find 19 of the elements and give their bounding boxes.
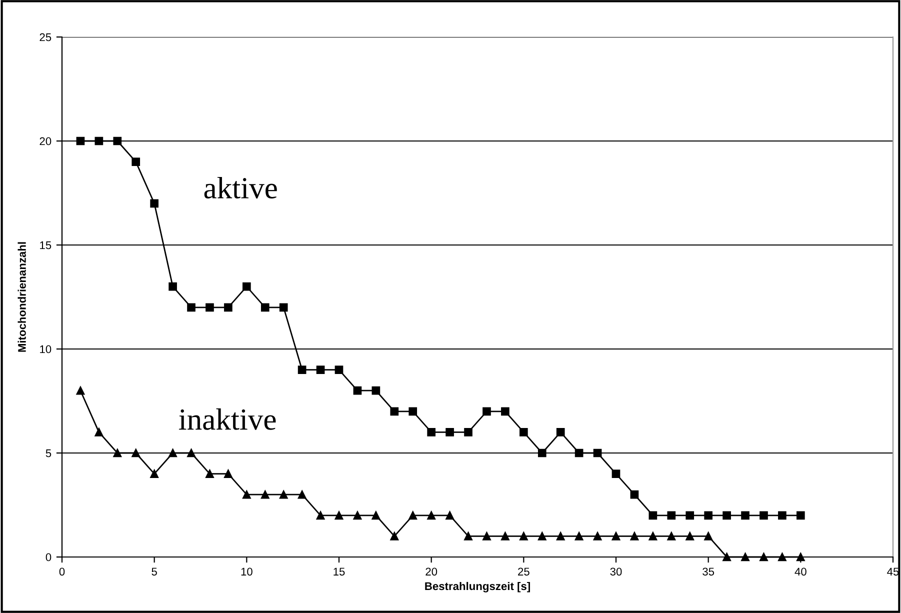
y-tick-label: 25 — [40, 33, 52, 42]
series-label: inaktive — [178, 408, 276, 430]
x-tick-label: 0 — [59, 568, 65, 576]
x-tick-label: 5 — [152, 568, 157, 576]
x-tick-label: 30 — [610, 568, 622, 576]
y-tick-label: 5 — [46, 449, 52, 458]
x-tick-label: 35 — [702, 568, 714, 576]
x-axis-title: Bestrahlungszeit [s] — [425, 582, 530, 592]
y-tick-label: 0 — [46, 553, 52, 562]
y-tick-label: 20 — [40, 137, 52, 146]
y-tick-label: 10 — [40, 345, 52, 354]
series-label: aktive — [204, 176, 277, 198]
x-tick-label: 10 — [241, 568, 252, 576]
x-tick-label: 40 — [794, 568, 806, 576]
x-tick-label: 15 — [334, 568, 345, 576]
x-tick-label: 25 — [518, 568, 530, 576]
x-tick-label: 20 — [426, 568, 438, 576]
y-tick-label: 15 — [40, 241, 52, 250]
y-axis-title: Mitochondrienanzahl — [18, 242, 26, 352]
